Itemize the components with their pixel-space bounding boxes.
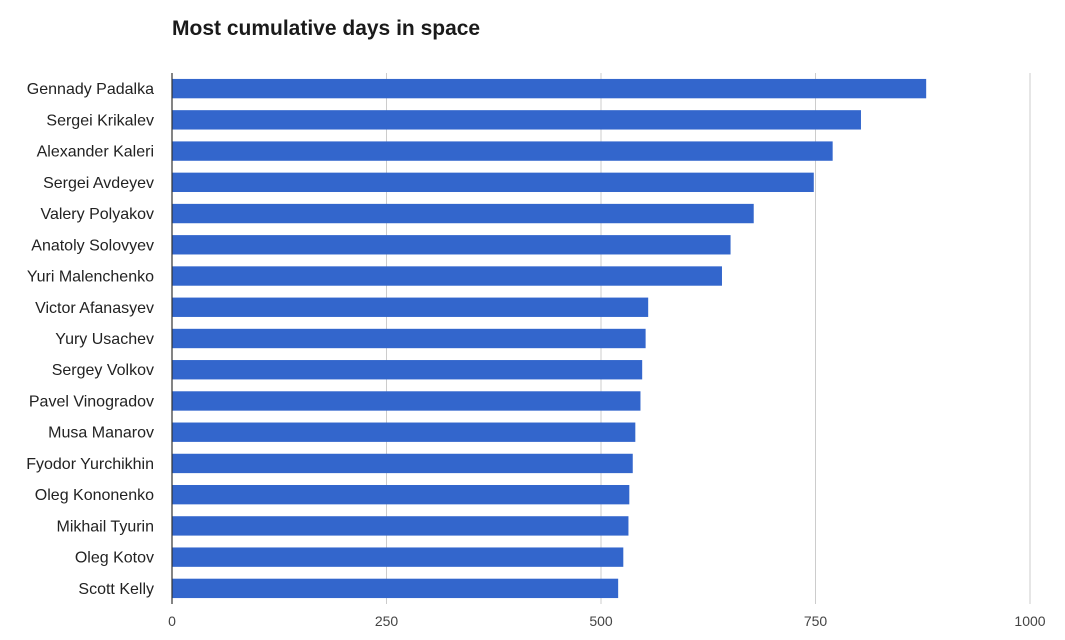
- bar-pavel-vinogradov: [172, 391, 641, 411]
- x-tick-label: 750: [804, 613, 828, 629]
- chart-title: Most cumulative days in space: [172, 17, 481, 40]
- bar-oleg-kononenko: [172, 484, 630, 505]
- bar-scott-kelly: [172, 578, 619, 599]
- x-axis-ticks: 0 250 500 750 1000: [168, 613, 1046, 629]
- category-label: Mikhail Tyurin: [56, 518, 154, 535]
- category-label: Sergei Krikalev: [46, 112, 154, 129]
- bar-mikhail-tyurin: [172, 516, 629, 536]
- bar-gennady-padalka: [172, 78, 927, 99]
- category-label: Fyodor Yurchikhin: [26, 456, 154, 473]
- category-labels: Gennady Padalka Sergei Krikalev Alexander …: [26, 81, 154, 598]
- category-label: Oleg Kotov: [75, 550, 154, 567]
- bar-anatoly-solovyev: [172, 235, 731, 255]
- bar-sergei-krikalev: [172, 110, 861, 130]
- bar-yury-usachev: [172, 328, 646, 349]
- bar-musa-manarov: [172, 422, 636, 442]
- bars: [172, 78, 927, 599]
- category-label: Scott Kelly: [78, 581, 154, 598]
- category-label: Valery Polyakov: [40, 206, 154, 223]
- category-label: Musa Manarov: [48, 425, 154, 442]
- category-label: Pavel Vinogradov: [29, 393, 154, 410]
- bar-fyodor-yurchikhin: [172, 453, 633, 474]
- category-label: Sergei Avdeyev: [43, 175, 154, 192]
- bar-sergei-avdeyev: [172, 172, 814, 193]
- category-label: Victor Afanasyev: [35, 300, 154, 317]
- category-label: Yuri Malenchenko: [27, 269, 154, 286]
- x-tick-label: 250: [375, 613, 399, 629]
- category-label: Gennady Padalka: [27, 81, 154, 98]
- category-label: Sergey Volkov: [52, 362, 154, 379]
- bar-yuri-malenchenko: [172, 266, 722, 286]
- x-tick-label: 500: [589, 613, 613, 629]
- bar-oleg-kotov: [172, 547, 624, 567]
- category-label: Yury Usachev: [55, 331, 154, 348]
- bar-sergey-volkov: [172, 360, 643, 380]
- bar-victor-afanasyev: [172, 297, 649, 317]
- x-tick-label: 1000: [1014, 613, 1045, 629]
- category-label: Anatoly Solovyev: [31, 237, 154, 254]
- bar-valery-polyakov: [172, 203, 754, 224]
- category-label: Oleg Kononenko: [35, 487, 154, 504]
- bar-alexander-kaleri: [172, 141, 833, 161]
- x-tick-label: 0: [168, 613, 176, 629]
- category-label: Alexander Kaleri: [37, 144, 154, 161]
